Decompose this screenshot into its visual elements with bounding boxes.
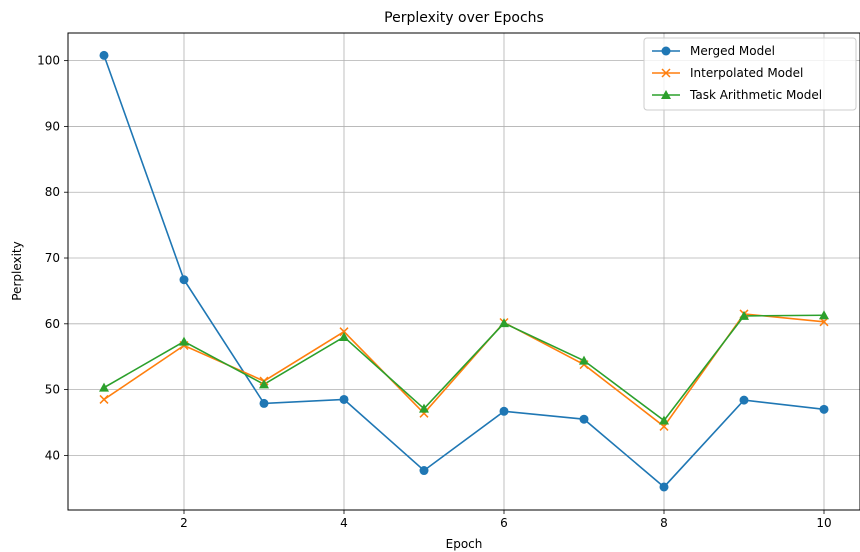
y-tick-label: 50 bbox=[45, 383, 60, 397]
data-point bbox=[819, 404, 829, 414]
legend-marker bbox=[661, 68, 671, 78]
data-point bbox=[499, 406, 509, 416]
series-line-2 bbox=[103, 314, 825, 422]
x-tick-label: 2 bbox=[180, 516, 188, 530]
x-tick-label: 10 bbox=[816, 516, 831, 530]
series-markers bbox=[99, 50, 829, 492]
x-tick-label: 4 bbox=[340, 516, 348, 530]
series-line-1 bbox=[103, 313, 825, 428]
x-tick-label: 6 bbox=[500, 516, 508, 530]
data-point bbox=[179, 336, 189, 346]
data-point bbox=[659, 415, 669, 425]
y-tick-label: 60 bbox=[45, 317, 60, 331]
series-lines bbox=[103, 55, 825, 489]
data-point bbox=[739, 395, 749, 405]
y-tick-label: 40 bbox=[45, 448, 60, 462]
y-tick-label: 70 bbox=[45, 251, 60, 265]
legend: Merged Model Interpolated Model Task Arith… bbox=[643, 37, 857, 111]
data-point bbox=[419, 403, 429, 413]
legend-entry: Interpolated Model bbox=[690, 66, 803, 80]
y-tick-label: 100 bbox=[37, 54, 60, 68]
data-point bbox=[579, 414, 589, 424]
legend-entry: Merged Model bbox=[690, 44, 775, 58]
chart-title: Perplexity over Epochs bbox=[384, 10, 544, 26]
legend-marker bbox=[661, 46, 671, 56]
data-point bbox=[339, 394, 349, 404]
data-point bbox=[259, 398, 269, 408]
x-axis: 2 4 6 8 10 bbox=[180, 510, 832, 530]
grid bbox=[68, 33, 860, 510]
data-point bbox=[819, 310, 829, 320]
data-point bbox=[179, 275, 189, 285]
data-point bbox=[579, 355, 589, 365]
legend-entry: Task Arithmetic Model bbox=[689, 88, 822, 102]
data-point bbox=[99, 382, 109, 392]
legend-marker bbox=[661, 90, 671, 99]
y-tick-label: 90 bbox=[45, 119, 60, 133]
y-tick-label: 80 bbox=[45, 185, 60, 199]
data-point bbox=[99, 394, 109, 404]
data-point bbox=[339, 327, 349, 337]
data-point bbox=[339, 331, 349, 341]
y-axis: 40 50 60 70 80 90 100 bbox=[37, 54, 68, 462]
data-point bbox=[739, 310, 749, 320]
data-point bbox=[419, 466, 429, 476]
data-point bbox=[659, 482, 669, 492]
data-point bbox=[259, 379, 269, 389]
data-point bbox=[499, 318, 509, 328]
legend-box bbox=[643, 37, 857, 111]
data-point bbox=[99, 50, 109, 60]
x-axis-label: Epoch bbox=[446, 537, 483, 551]
x-tick-label: 8 bbox=[660, 516, 668, 530]
plot-frame bbox=[67, 32, 860, 511]
series-line-0 bbox=[103, 55, 825, 489]
y-axis-label: Perplexity bbox=[10, 241, 24, 301]
